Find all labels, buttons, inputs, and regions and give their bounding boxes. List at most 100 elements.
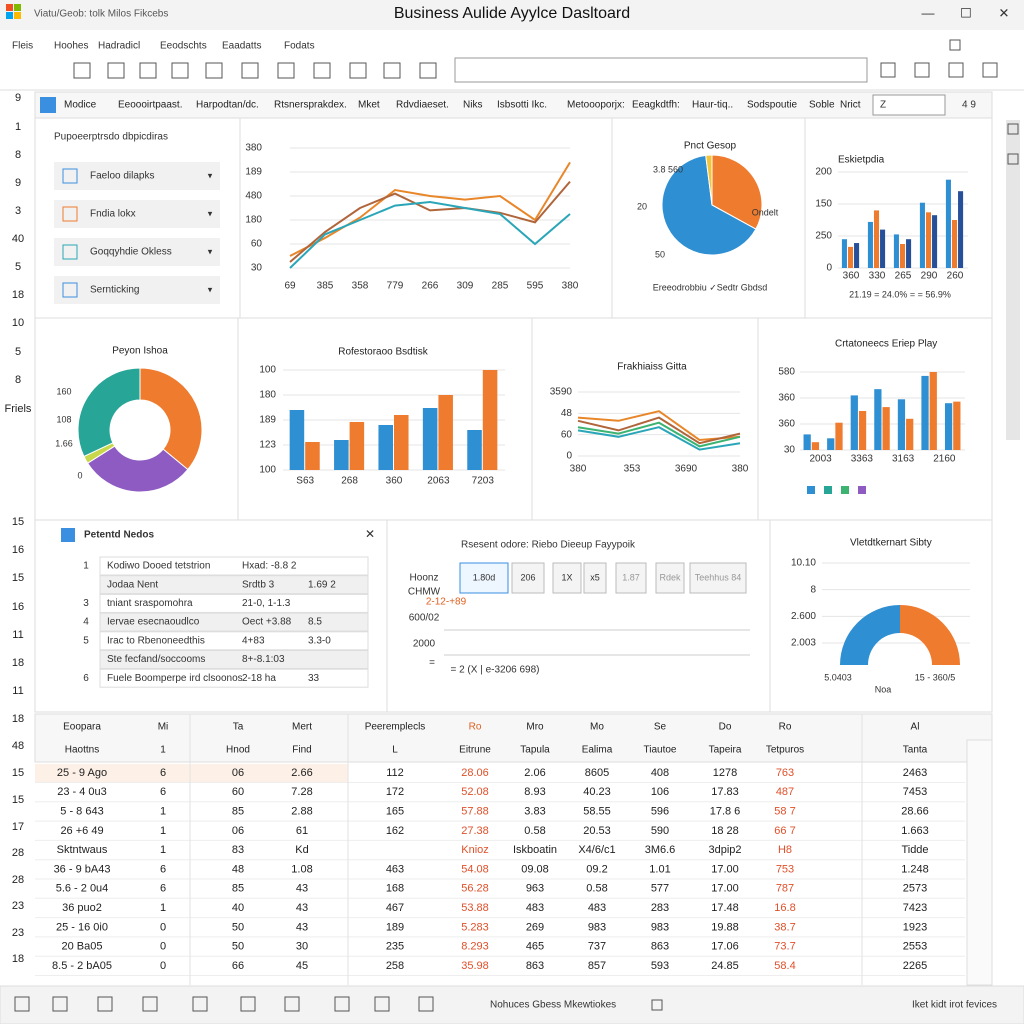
form-button[interactable]	[459, 562, 509, 594]
column-header[interactable]: Se	[654, 722, 667, 733]
column-header[interactable]: Al	[911, 722, 920, 733]
toolbar-button[interactable]	[349, 62, 367, 79]
column-header[interactable]: Mert	[292, 722, 312, 733]
table-cell: 18 28	[711, 825, 739, 837]
menu-item[interactable]: Hadradicl	[98, 41, 140, 52]
status-button[interactable]	[240, 996, 256, 1012]
column-header[interactable]: Mro	[526, 722, 544, 733]
toolbar-button[interactable]	[914, 62, 930, 78]
toolbar-button[interactable]	[73, 62, 91, 79]
table-cell: 2.06	[524, 767, 545, 779]
status-text: Nohuces Gbess Mkewtiokes	[490, 1000, 616, 1011]
status-button[interactable]	[142, 996, 158, 1012]
form-button[interactable]	[583, 562, 607, 594]
column-header[interactable]: Ro	[779, 722, 792, 733]
status-button[interactable]	[374, 996, 390, 1012]
tab[interactable]: Eeagkdtfh:	[632, 100, 680, 111]
tab-field[interactable]	[872, 94, 946, 116]
menu-item[interactable]: Fleis	[12, 41, 33, 52]
table-cell: 17.8 6	[710, 806, 741, 818]
menu-item[interactable]: Eeodschts	[160, 41, 207, 52]
window-button[interactable]: —	[922, 5, 935, 20]
column-header[interactable]: Ta	[233, 722, 244, 733]
toolbar-button[interactable]	[205, 62, 223, 79]
form-button[interactable]	[655, 562, 685, 594]
column-header[interactable]: Peeremplecls	[365, 722, 426, 733]
form-button[interactable]	[689, 562, 747, 594]
window-button[interactable]: ✕	[999, 5, 1010, 20]
search-box[interactable]	[454, 57, 868, 83]
toolbar-button[interactable]	[171, 62, 189, 79]
toolbar-button[interactable]	[277, 62, 295, 79]
toolbar-button[interactable]	[383, 62, 401, 79]
chart-title: Rofestoraoo Bsdtisk	[338, 347, 428, 358]
chart-title: Pnct Gesop	[684, 141, 737, 152]
row-band	[100, 613, 368, 632]
chart-title: Vletdtkernart Sibty	[850, 538, 932, 549]
window-button[interactable]: ☐	[960, 5, 972, 20]
form-button[interactable]	[615, 562, 647, 594]
tab[interactable]: Harpodtan/dc.	[196, 100, 259, 111]
table-cell: 408	[651, 767, 669, 779]
tab[interactable]: Sodspoutie	[747, 100, 797, 111]
column-header[interactable]: Mi	[158, 722, 169, 733]
status-button[interactable]	[418, 996, 434, 1012]
x-tick-label: 330	[869, 271, 886, 282]
tab[interactable]: Soble	[809, 100, 835, 111]
table-cell: 1.663	[901, 825, 929, 837]
close-button[interactable]: ✕	[365, 527, 375, 541]
column-header[interactable]: Ro	[469, 722, 482, 733]
y-tick-label: 100	[259, 365, 276, 376]
column-header[interactable]: Do	[719, 722, 732, 733]
status-button[interactable]	[97, 996, 113, 1012]
toolbar-button[interactable]	[419, 62, 437, 79]
column-header[interactable]: Eoopara	[63, 722, 101, 733]
tab[interactable]: Niks	[463, 100, 482, 111]
row-number: 1	[83, 561, 89, 572]
row-value: 2-18 ha	[242, 673, 276, 684]
status-button[interactable]	[192, 996, 208, 1012]
tab[interactable]: Nrict	[840, 100, 861, 111]
bar	[467, 430, 482, 470]
menu-item[interactable]: Hoohes	[54, 41, 88, 52]
toolbar-button[interactable]	[880, 62, 896, 78]
sidebar-item[interactable]	[54, 276, 220, 304]
toolbar-button[interactable]	[948, 62, 964, 78]
menu-item[interactable]: Eaadatts	[222, 41, 261, 52]
tab[interactable]: Rdvdiaeset.	[396, 100, 449, 111]
column-header[interactable]: Mo	[590, 722, 604, 733]
bar	[882, 407, 890, 450]
toolbar-button[interactable]	[241, 62, 259, 79]
status-button[interactable]	[52, 996, 68, 1012]
sidebar-item[interactable]	[54, 162, 220, 190]
y-tick-label: 10.10	[791, 558, 816, 569]
toolbar-button[interactable]	[139, 62, 157, 79]
x-tick-label: 309	[457, 281, 474, 292]
bar	[951, 220, 958, 268]
table-cell: 85	[232, 806, 244, 818]
x-tick-label: S63	[296, 476, 314, 487]
sidebar-item[interactable]	[54, 238, 220, 266]
tab[interactable]: Haur-tiq..	[692, 100, 733, 111]
tab[interactable]: Isbsotti Ikc.	[497, 100, 547, 111]
row-border	[99, 593, 369, 613]
status-button[interactable]	[284, 996, 300, 1012]
status-button[interactable]	[334, 996, 350, 1012]
form-button[interactable]	[552, 562, 582, 594]
status-button[interactable]	[14, 996, 30, 1012]
tab[interactable]: Eeoooirtpaast.	[118, 100, 183, 111]
toolbar-button[interactable]	[107, 62, 125, 79]
sidebar-item[interactable]	[54, 200, 220, 228]
status-check[interactable]	[651, 999, 663, 1011]
tab[interactable]: Modice	[64, 100, 97, 111]
bar	[378, 425, 393, 470]
tab[interactable]: Rtsnersprakdex.	[274, 100, 347, 111]
form-button[interactable]	[511, 562, 545, 594]
toolbar-button[interactable]	[982, 62, 998, 78]
tab[interactable]: Mket	[358, 100, 380, 111]
menu-item[interactable]: Fodats	[284, 41, 315, 52]
toolbar-button[interactable]	[313, 62, 331, 79]
tab[interactable]: Metoooporjx:	[567, 100, 625, 111]
table-cell: 27.38	[461, 825, 489, 837]
column-subheader: Tanta	[903, 745, 928, 756]
